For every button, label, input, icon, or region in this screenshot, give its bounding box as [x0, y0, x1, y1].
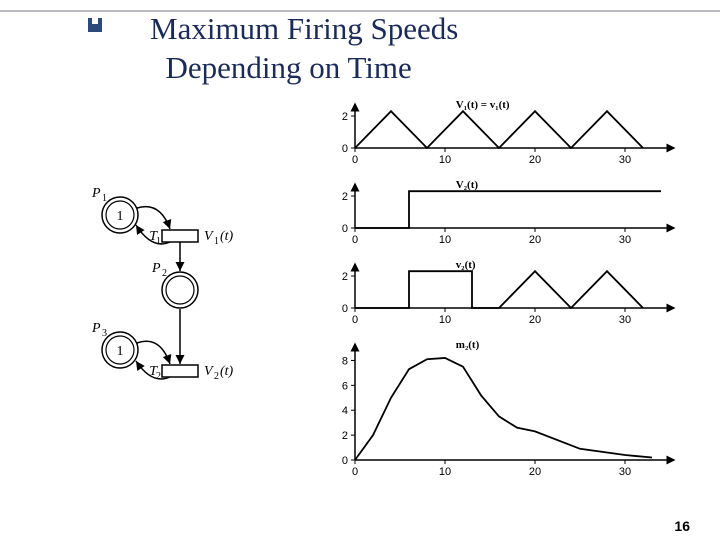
series-0: [355, 111, 643, 148]
ytick: 8: [342, 355, 348, 367]
series-3: [355, 358, 652, 460]
xtick: 0: [352, 234, 358, 246]
svg-text:2: 2: [162, 268, 167, 279]
svg-text:1: 1: [102, 193, 107, 204]
charts-panel: V₁(t) = v₁(t)020102030V₂(t)020102030v₂(t…: [310, 100, 690, 520]
speed-label-T1: V: [204, 229, 214, 244]
svg-text:2: 2: [214, 371, 219, 382]
panel-title-3: m₂(t): [456, 339, 480, 351]
place-label-P1: P: [91, 186, 101, 201]
arc-p3-t2: [137, 341, 170, 364]
xtick: 0: [352, 314, 358, 326]
xtick: 30: [619, 466, 631, 478]
chart-panel-3: m₂(t) 0 2 4 6 8 0 10 20 30: [342, 339, 674, 478]
ytick: 2: [342, 111, 348, 123]
ytick: 0: [342, 143, 348, 155]
svg-text:(t): (t): [220, 364, 234, 379]
svg-text:1: 1: [214, 236, 219, 247]
token-P1: 1: [117, 209, 124, 224]
xtick: 30: [619, 234, 631, 246]
xtick: 20: [529, 154, 541, 166]
ytick: 0: [342, 455, 348, 467]
xtick: 10: [439, 314, 451, 326]
slide-title: Maximum Firing Speeds Depending on Time: [150, 10, 550, 88]
ytick: 2: [342, 191, 348, 203]
token-P3: 1: [117, 344, 124, 359]
ytick: 0: [342, 223, 348, 235]
petri-net-diagram: 1P1P21P3T1V1(t)T2V2(t): [90, 175, 290, 405]
xtick: 0: [352, 154, 358, 166]
panel-title-1: V₂(t): [456, 179, 479, 191]
series-1: [355, 191, 661, 228]
ytick: 2: [342, 430, 348, 442]
svg-text:2: 2: [156, 371, 161, 382]
title-line2: Depending on Time: [166, 50, 412, 85]
xtick: 10: [439, 154, 451, 166]
ytick: 6: [342, 380, 348, 392]
xtick: 20: [529, 466, 541, 478]
xtick: 20: [529, 314, 541, 326]
ytick: 0: [342, 303, 348, 315]
xtick: 10: [439, 234, 451, 246]
page-number: 16: [674, 518, 690, 534]
svg-text:3: 3: [102, 328, 107, 339]
xtick: 20: [529, 234, 541, 246]
arc-p1-t1: [137, 207, 170, 229]
place-label-P3: P: [91, 321, 101, 336]
title-line1: Maximum Firing Speeds: [150, 11, 458, 46]
xtick: 0: [352, 466, 358, 478]
transition-T1: [162, 230, 198, 242]
xtick: 30: [619, 314, 631, 326]
panel-title-2: v₂(t): [456, 259, 476, 271]
speed-label-T2: V: [204, 364, 214, 379]
place-label-P2: P: [151, 261, 161, 276]
ytick: 4: [342, 405, 348, 417]
ytick: 2: [342, 271, 348, 283]
svg-text:(t): (t): [220, 229, 234, 244]
header-bullet: [88, 18, 102, 32]
chart-panel-0: V₁(t) = v₁(t)020102030: [342, 100, 674, 166]
svg-text:1: 1: [156, 236, 161, 247]
place-P2: [162, 272, 198, 308]
chart-panel-2: v₂(t)020102030: [342, 259, 674, 326]
series-2: [355, 271, 643, 308]
xtick: 30: [619, 154, 631, 166]
xtick: 10: [439, 466, 451, 478]
chart-panel-1: V₂(t)020102030: [342, 179, 674, 246]
transition-T2: [162, 365, 198, 377]
panel-title-0: V₁(t) = v₁(t): [456, 100, 510, 111]
